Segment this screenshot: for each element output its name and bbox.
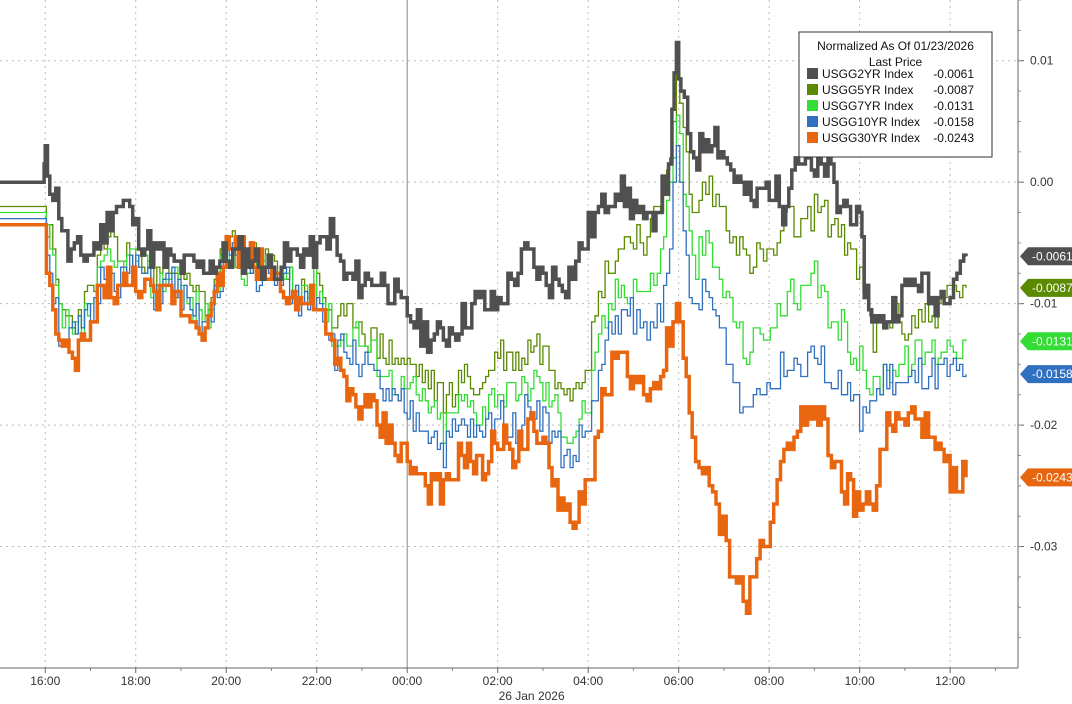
y-tick-label: -0.01 xyxy=(1030,297,1058,311)
tag-background xyxy=(1020,365,1072,384)
last-price-tags: -0.0061 -0.0087 -0.0131 -0.0158 -0.0243 xyxy=(1020,247,1072,487)
legend-swatch xyxy=(807,116,818,127)
last-price-tag-usgg30yr: -0.0243 xyxy=(1020,468,1072,487)
legend-entry-value: -0.0158 xyxy=(933,115,974,129)
x-tick-label: 20:00 xyxy=(211,674,241,688)
legend-entry-name: USGG30YR Index xyxy=(822,131,920,145)
last-price-tag-usgg10yr: -0.0158 xyxy=(1020,365,1072,384)
legend-swatch xyxy=(807,84,818,95)
grid-lines xyxy=(0,0,1018,668)
x-tick-label: 00:00 xyxy=(392,674,422,688)
legend-swatch xyxy=(807,132,818,143)
series-line-usgg7yr xyxy=(0,114,967,444)
last-price-tag-usgg5yr: -0.0087 xyxy=(1020,278,1072,297)
legend-entry-name: USGG10YR Index xyxy=(822,115,920,129)
legend-entry-name: USGG2YR Index xyxy=(822,67,913,81)
tag-label: -0.0087 xyxy=(1032,281,1072,295)
x-tick-label: 02:00 xyxy=(483,674,513,688)
series-line-usgg30yr xyxy=(0,222,968,616)
last-price-tag-usgg2yr: -0.0061 xyxy=(1020,247,1072,266)
series-line-usgg2yr xyxy=(0,40,968,354)
tag-label: -0.0243 xyxy=(1032,470,1072,484)
tag-background xyxy=(1020,278,1072,297)
tag-label: -0.0131 xyxy=(1032,334,1072,348)
y-tick-label: -0.02 xyxy=(1030,418,1058,432)
tag-background xyxy=(1020,332,1072,351)
last-price-tag-usgg7yr: -0.0131 xyxy=(1020,332,1072,351)
x-tick-label: 10:00 xyxy=(845,674,875,688)
x-tick-label: 22:00 xyxy=(302,674,332,688)
legend-swatch xyxy=(807,68,818,79)
tag-background xyxy=(1020,468,1072,487)
series-lines xyxy=(0,40,968,616)
legend-swatch xyxy=(807,100,818,111)
x-tick-label: 08:00 xyxy=(754,674,784,688)
x-tick-label: 06:00 xyxy=(664,674,694,688)
tag-background xyxy=(1020,247,1072,266)
x-tick-label: 04:00 xyxy=(573,674,603,688)
legend-entry-name: USGG7YR Index xyxy=(822,99,913,113)
x-tick-label: 18:00 xyxy=(121,674,151,688)
tag-label: -0.0158 xyxy=(1032,367,1072,381)
legend-entry-value: -0.0131 xyxy=(933,99,974,113)
x-tick-label: 12:00 xyxy=(935,674,965,688)
legend-entry-value: -0.0087 xyxy=(933,83,974,97)
legend-entry-value: -0.0061 xyxy=(933,67,974,81)
legend-subtitle: Last Price xyxy=(869,55,923,69)
legend-entry-name: USGG5YR Index xyxy=(822,83,913,97)
tag-label: -0.0061 xyxy=(1032,249,1072,263)
y-tick-label: 0.00 xyxy=(1030,175,1054,189)
x-date-label: 26 Jan 2026 xyxy=(499,689,565,703)
legend-title: Normalized As Of 01/23/2026 xyxy=(817,39,974,53)
x-tick-label: 16:00 xyxy=(30,674,60,688)
y-tick-label: -0.03 xyxy=(1030,540,1058,554)
legend-box xyxy=(798,31,993,158)
y-tick-label: 0.01 xyxy=(1030,54,1054,68)
legend-entry-value: -0.0243 xyxy=(933,131,974,145)
